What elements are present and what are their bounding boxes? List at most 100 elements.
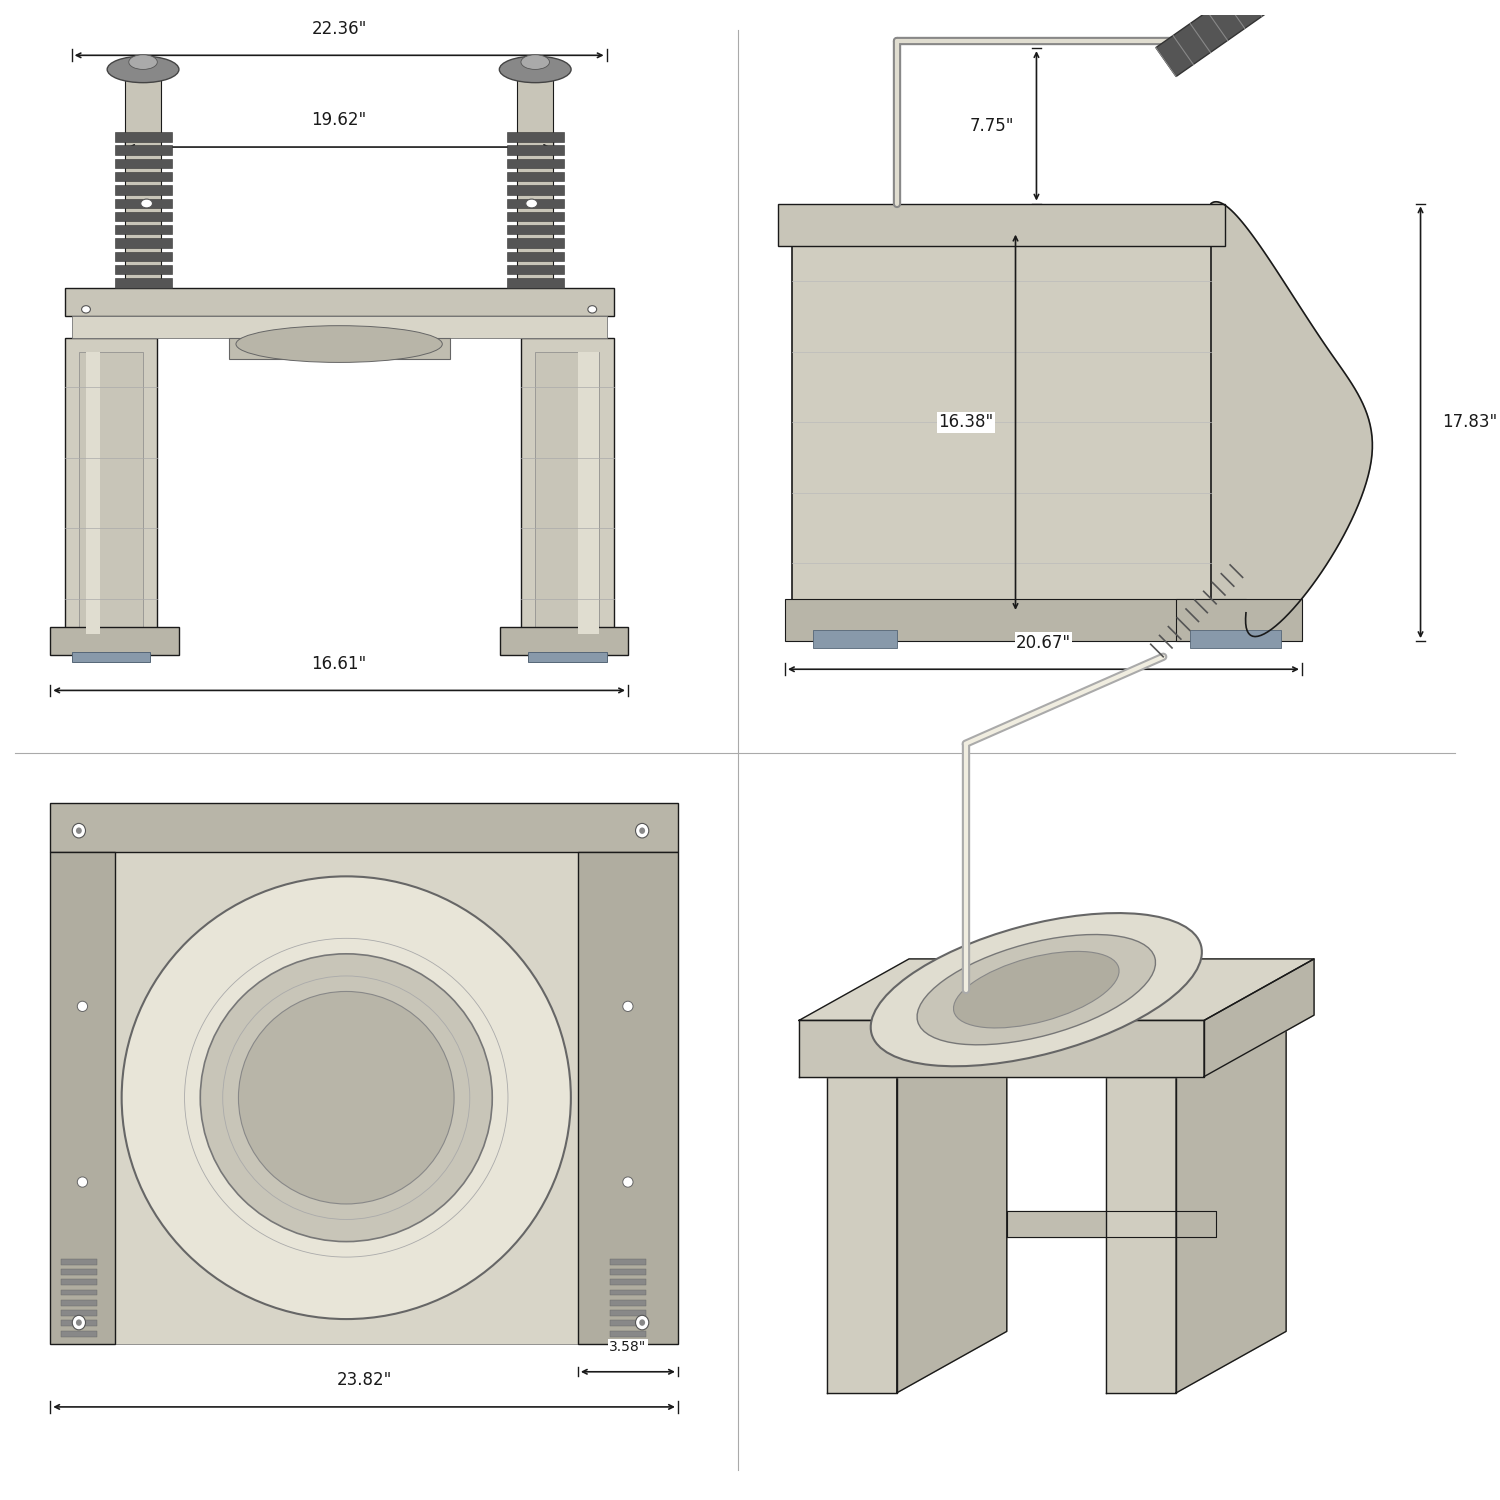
Text: 20.67": 20.67" [1016,633,1071,651]
Ellipse shape [636,1316,650,1330]
Bar [72,651,150,662]
Polygon shape [800,958,1314,1020]
Ellipse shape [76,828,82,834]
Text: 17.83": 17.83" [1443,414,1498,432]
Ellipse shape [106,56,178,82]
Polygon shape [897,1016,1007,1394]
Bar [500,627,628,656]
Bar [114,146,171,154]
Bar [62,1269,96,1275]
Bar [62,1320,96,1326]
Ellipse shape [72,1316,86,1330]
Polygon shape [1107,1016,1286,1077]
Bar [507,279,564,288]
Bar [64,338,158,634]
Ellipse shape [954,951,1119,1028]
Ellipse shape [588,306,597,314]
Text: 7.75": 7.75" [970,117,1014,135]
Polygon shape [1176,1016,1286,1394]
Ellipse shape [639,828,645,834]
Bar [610,1300,645,1306]
Ellipse shape [526,200,537,208]
Polygon shape [800,1020,1204,1077]
Bar [114,266,171,274]
Bar [610,1290,645,1296]
Bar [528,651,606,662]
Bar [114,225,171,234]
Bar [520,338,614,634]
Polygon shape [1107,1077,1176,1394]
Bar [51,852,114,1344]
Ellipse shape [622,1178,633,1186]
Bar [1190,630,1281,648]
Bar [610,1269,645,1275]
Bar [792,231,1210,614]
Bar [62,1300,96,1306]
Polygon shape [1210,202,1372,636]
Ellipse shape [129,54,158,69]
Bar [507,225,564,234]
Bar [114,159,171,168]
Bar [62,1258,96,1264]
Bar [62,1290,96,1296]
Bar [114,198,171,208]
Text: 3.58": 3.58" [609,1340,646,1354]
Bar [507,266,564,274]
Ellipse shape [76,1320,82,1326]
Text: 22.36": 22.36" [312,20,368,38]
Bar [610,1280,645,1286]
Bar [507,132,564,141]
Polygon shape [1007,1210,1217,1236]
Ellipse shape [636,824,650,839]
Bar [64,288,614,316]
Bar [507,211,564,220]
Bar [114,852,578,1344]
Bar [124,69,160,303]
Ellipse shape [622,1000,633,1011]
Bar [114,279,171,288]
Bar [610,1330,645,1336]
Bar [578,351,600,634]
Text: 16.61": 16.61" [312,656,368,674]
Ellipse shape [236,326,442,363]
Bar [578,852,678,1344]
Ellipse shape [500,56,572,82]
Text: 19.62": 19.62" [312,111,368,129]
Bar [507,186,564,195]
Bar [536,351,600,634]
Polygon shape [827,1077,897,1394]
Bar [507,238,564,248]
Ellipse shape [639,1320,645,1326]
Bar [114,132,171,141]
Bar [62,1280,96,1286]
Ellipse shape [72,824,86,839]
Bar [114,252,171,261]
Ellipse shape [78,1178,87,1186]
Bar [80,351,142,634]
Bar [1176,598,1302,640]
Ellipse shape [201,954,492,1242]
Bar [72,316,606,338]
Bar [51,627,178,656]
Bar [86,351,100,634]
Ellipse shape [238,992,454,1204]
Bar [610,1320,645,1326]
Text: 16.38": 16.38" [938,414,993,432]
Bar [507,172,564,182]
Bar [507,146,564,154]
Ellipse shape [78,1000,87,1011]
Bar [813,630,897,648]
Bar [784,598,1246,640]
Bar [518,69,554,303]
Bar [114,238,171,248]
Ellipse shape [141,200,153,208]
Polygon shape [1204,958,1314,1077]
Bar [507,252,564,261]
Bar [228,338,450,358]
Bar [507,198,564,208]
Bar [1156,0,1347,76]
Ellipse shape [916,934,1155,1046]
Bar [507,159,564,168]
Bar [114,172,171,182]
Bar [57,816,670,1344]
